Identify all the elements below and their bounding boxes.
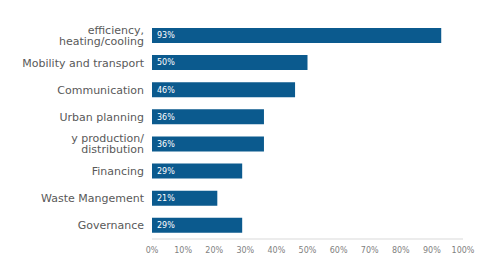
svg-text:10%: 10%	[174, 246, 192, 255]
svg-text:50%: 50%	[157, 58, 175, 67]
svg-text:36%: 36%	[157, 140, 175, 149]
svg-text:Mobility and transport: Mobility and transport	[22, 57, 144, 70]
svg-text:20%: 20%	[205, 246, 223, 255]
svg-text:29%: 29%	[157, 167, 175, 176]
svg-text:Communication: Communication	[57, 84, 144, 97]
svg-text:Governance: Governance	[78, 219, 145, 232]
svg-text:Financing: Financing	[92, 165, 144, 178]
svg-text:90%: 90%	[423, 246, 441, 255]
svg-text:21%: 21%	[157, 194, 175, 203]
svg-text:y production/distribution: y production/distribution	[71, 132, 144, 156]
svg-text:29%: 29%	[157, 221, 175, 230]
svg-text:efficiency,heating/cooling: efficiency,heating/cooling	[59, 24, 144, 48]
svg-text:100%: 100%	[452, 246, 471, 255]
svg-text:60%: 60%	[330, 246, 348, 255]
svg-text:0%: 0%	[146, 246, 159, 255]
svg-text:36%: 36%	[157, 113, 175, 122]
svg-text:70%: 70%	[361, 246, 379, 255]
svg-text:Urban planning: Urban planning	[60, 111, 145, 124]
svg-text:Waste Mangement: Waste Mangement	[41, 192, 145, 205]
svg-text:50%: 50%	[299, 246, 317, 255]
svg-text:46%: 46%	[157, 86, 175, 95]
svg-text:93%: 93%	[157, 31, 175, 40]
svg-text:30%: 30%	[236, 246, 254, 255]
svg-text:40%: 40%	[268, 246, 286, 255]
svg-text:80%: 80%	[392, 246, 410, 255]
